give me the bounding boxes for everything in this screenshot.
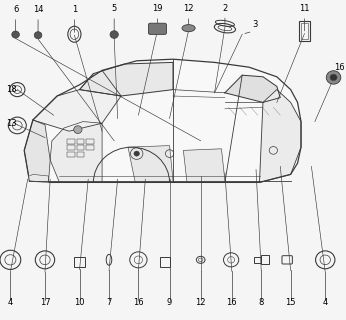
Text: 14: 14 bbox=[33, 5, 43, 14]
Text: 7: 7 bbox=[106, 298, 112, 307]
Bar bbox=[254, 257, 261, 263]
Text: 16: 16 bbox=[334, 63, 344, 72]
Text: 4: 4 bbox=[8, 298, 13, 307]
Circle shape bbox=[12, 31, 19, 38]
Bar bbox=[86, 145, 94, 150]
Polygon shape bbox=[33, 90, 121, 131]
Polygon shape bbox=[80, 62, 173, 96]
Bar bbox=[67, 139, 75, 144]
Circle shape bbox=[110, 31, 118, 38]
Bar bbox=[261, 255, 269, 264]
Bar bbox=[160, 257, 170, 267]
Text: 15: 15 bbox=[285, 298, 296, 307]
Ellipse shape bbox=[182, 25, 195, 32]
Polygon shape bbox=[225, 75, 280, 102]
Bar bbox=[67, 145, 75, 150]
Bar bbox=[77, 152, 84, 157]
Bar bbox=[67, 152, 75, 157]
Bar bbox=[77, 139, 84, 144]
Circle shape bbox=[326, 71, 341, 84]
Polygon shape bbox=[183, 149, 225, 181]
Text: 8: 8 bbox=[258, 298, 264, 307]
Polygon shape bbox=[260, 90, 301, 182]
Polygon shape bbox=[50, 122, 102, 181]
Polygon shape bbox=[128, 146, 173, 181]
Text: 4: 4 bbox=[322, 298, 328, 307]
Text: 10: 10 bbox=[74, 298, 85, 307]
Text: 17: 17 bbox=[40, 298, 50, 307]
Text: 13: 13 bbox=[6, 119, 17, 128]
Polygon shape bbox=[24, 120, 50, 182]
Text: 12: 12 bbox=[195, 298, 206, 307]
Text: 16: 16 bbox=[227, 298, 237, 307]
Bar bbox=[299, 21, 310, 41]
Circle shape bbox=[74, 126, 82, 133]
FancyBboxPatch shape bbox=[148, 23, 166, 35]
Text: 2: 2 bbox=[222, 4, 228, 13]
Text: 11: 11 bbox=[299, 4, 310, 13]
Polygon shape bbox=[24, 59, 301, 182]
Bar bbox=[74, 257, 85, 267]
Circle shape bbox=[134, 151, 139, 156]
Text: 9: 9 bbox=[167, 298, 172, 307]
Text: 5: 5 bbox=[111, 4, 117, 13]
Text: 16: 16 bbox=[133, 298, 144, 307]
Text: 19: 19 bbox=[152, 4, 163, 13]
Text: 6: 6 bbox=[13, 5, 18, 14]
Bar bbox=[301, 23, 308, 39]
Text: 12: 12 bbox=[183, 4, 194, 13]
Bar bbox=[77, 145, 84, 150]
Polygon shape bbox=[29, 174, 48, 182]
Text: 1: 1 bbox=[72, 5, 77, 14]
Text: 3: 3 bbox=[253, 20, 258, 29]
Circle shape bbox=[34, 32, 42, 39]
Text: 18: 18 bbox=[6, 85, 17, 94]
Circle shape bbox=[330, 74, 337, 81]
Bar bbox=[86, 139, 94, 144]
